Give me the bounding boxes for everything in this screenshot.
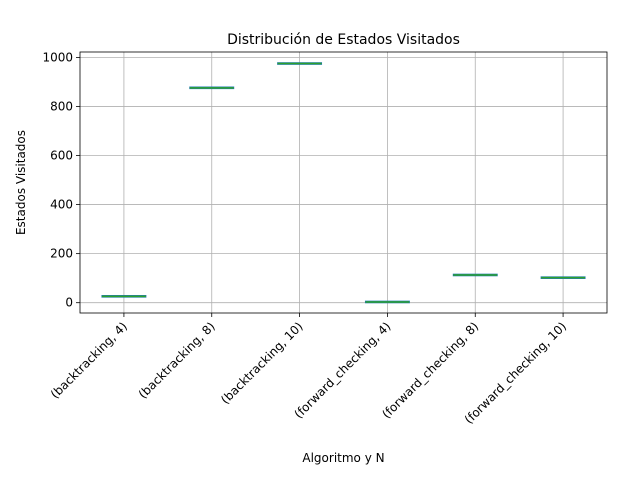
data-layer — [101, 62, 586, 304]
y-axis-label: Estados Visitados — [14, 130, 28, 235]
chart-title: Distribución de Estados Visitados — [227, 32, 460, 48]
y-tick-label: 1000 — [42, 50, 73, 64]
y-tick-label: 600 — [50, 149, 73, 163]
grid-layer — [80, 52, 607, 313]
y-tick-label: 800 — [50, 99, 73, 113]
y-tick-label: 200 — [50, 247, 73, 261]
x-axis-label: Algoritmo y N — [302, 451, 384, 465]
y-tick-label: 400 — [50, 198, 73, 212]
y-tick-label: 0 — [65, 296, 73, 310]
plot-frame — [79, 51, 608, 314]
